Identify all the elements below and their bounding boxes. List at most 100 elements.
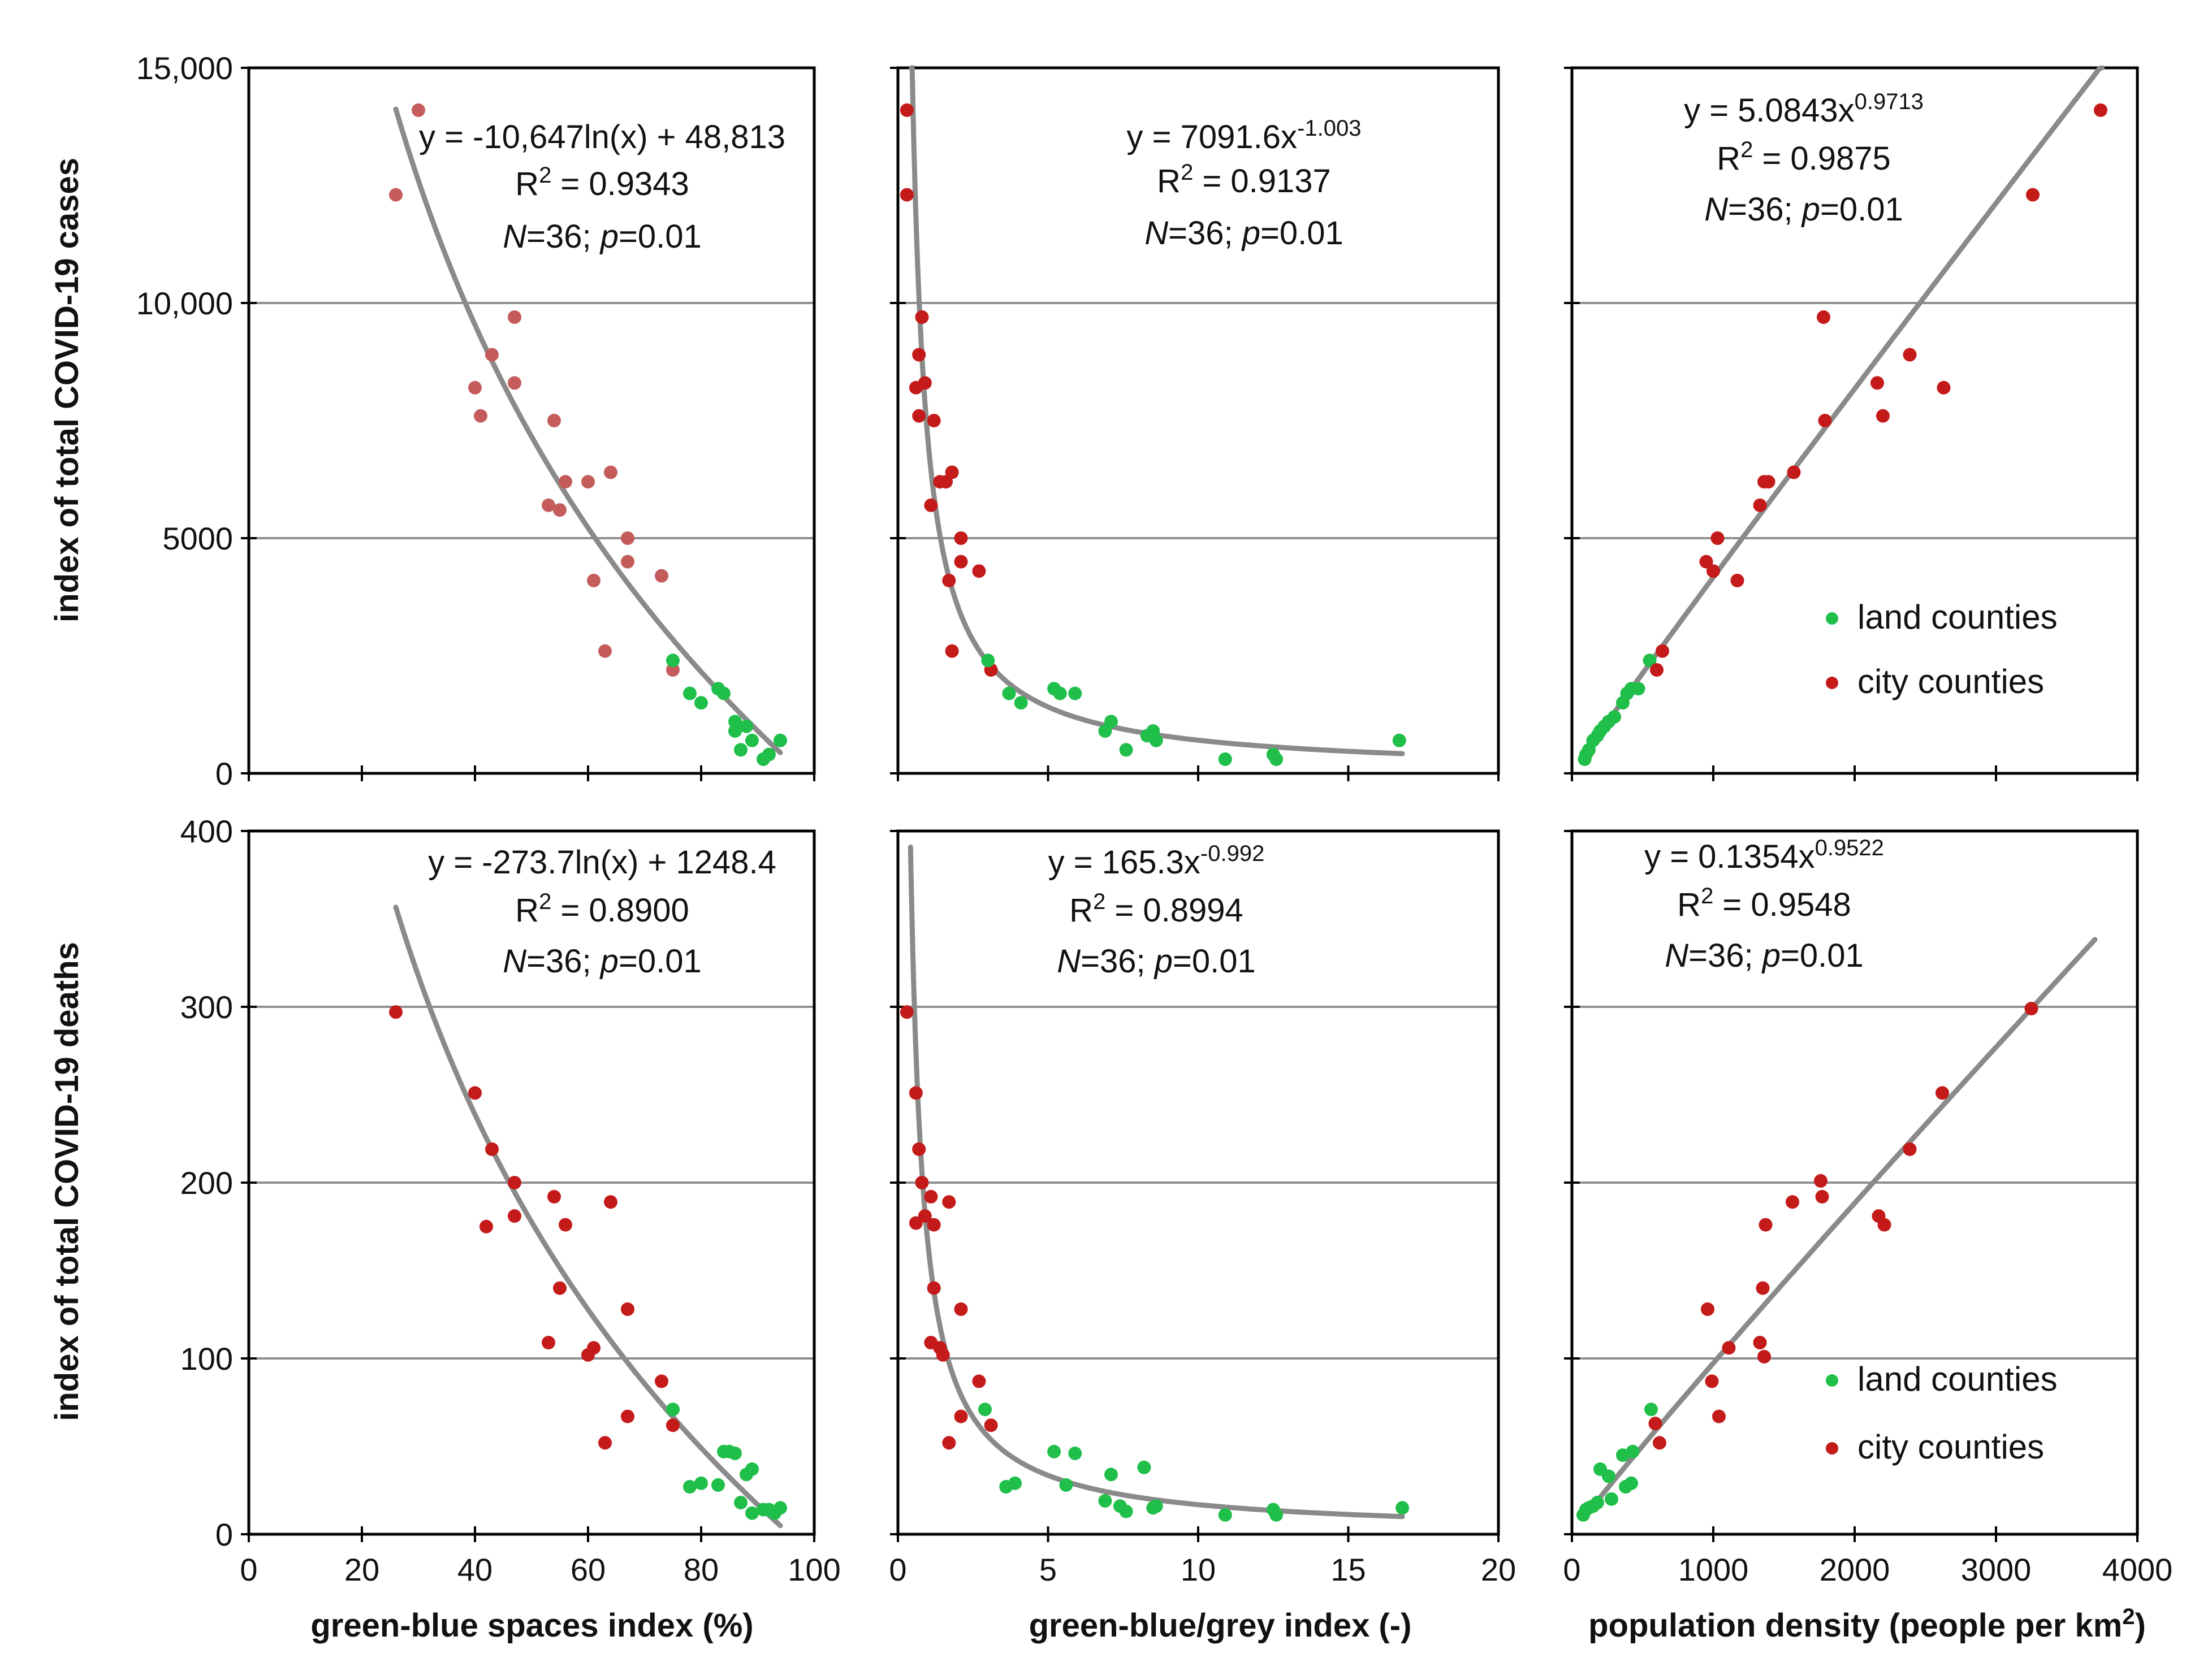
x-tick-label: 20 xyxy=(1481,1552,1516,1587)
land-county-point xyxy=(734,743,748,757)
land-county-point xyxy=(1002,686,1016,700)
r-squared: R2 = 0.9343 xyxy=(515,163,689,202)
city-county-point xyxy=(1730,573,1744,587)
legend-city-label: city counties xyxy=(1857,1428,2044,1466)
city-county-point xyxy=(1653,1436,1666,1450)
regression-equation: y = -10,647ln(x) + 48,813 xyxy=(419,119,785,155)
land-county-point xyxy=(694,1476,708,1490)
y-tick-label: 100 xyxy=(180,1341,233,1377)
city-county-point xyxy=(918,1209,932,1223)
city-county-point xyxy=(655,1374,668,1388)
land-county-point xyxy=(717,686,731,700)
land-county-point xyxy=(1119,743,1133,757)
city-county-point xyxy=(954,1302,968,1316)
panel-p01: y = 7091.6x-1.003 R2 = 0.9137 N=36; p=0.01 xyxy=(890,65,1500,781)
city-county-point xyxy=(559,475,572,489)
land-county-point xyxy=(1602,1469,1615,1483)
land-county-point xyxy=(1053,686,1067,700)
city-county-point xyxy=(553,503,567,517)
city-county-point xyxy=(2026,188,2040,202)
land-county-point xyxy=(1008,1476,1022,1490)
land-county-point xyxy=(1605,1492,1618,1506)
city-county-point xyxy=(1814,1174,1828,1188)
city-county-point xyxy=(389,188,403,202)
city-county-point xyxy=(900,103,914,117)
sample-stats: N=36; p=0.01 xyxy=(1057,943,1256,980)
city-county-point xyxy=(954,531,968,545)
panel-p10: 0 100 200 300 400 0 20 40 60 80 100 y = -273.7ln(x)… xyxy=(180,813,841,1587)
y-axis-label-deaths: index of total COVID-19 deaths xyxy=(49,942,85,1421)
city-county-point xyxy=(621,1302,634,1316)
city-county-point xyxy=(927,414,941,427)
land-county-point xyxy=(745,1506,759,1520)
land-county-point xyxy=(1149,1499,1163,1513)
panel-p12: 0 1000 2000 3000 4000 y = 0.1354x0.9522 R2 = 0… xyxy=(1563,829,2173,1587)
city-county-point xyxy=(942,573,956,587)
land-county-point xyxy=(1392,733,1406,747)
land-county-point xyxy=(666,653,680,668)
x-tick-label: 4000 xyxy=(2102,1552,2173,1587)
city-county-point xyxy=(1818,414,1832,427)
regression-equation: y = 7091.6x-1.003 xyxy=(1127,116,1362,155)
city-county-point xyxy=(927,1218,941,1232)
city-county-point xyxy=(1876,409,1890,423)
land-county-point xyxy=(1068,1446,1082,1460)
x-tick-label: 0 xyxy=(240,1552,257,1587)
legend: land counties city counties xyxy=(1826,598,2058,700)
city-county-point xyxy=(942,1195,956,1209)
land-county-point xyxy=(1149,733,1163,747)
land-county-point xyxy=(1047,1444,1061,1458)
city-county-point xyxy=(1650,663,1664,677)
city-county-point xyxy=(621,1409,634,1423)
city-county-point xyxy=(621,555,634,569)
land-county-point xyxy=(1631,682,1645,696)
land-county-point xyxy=(1014,696,1028,710)
legend-land-label: land counties xyxy=(1857,1360,2058,1398)
land-county-point xyxy=(762,747,776,761)
city-county-point xyxy=(927,1281,941,1295)
city-county-point xyxy=(909,1086,923,1100)
x-axis-label-population-density-sup: 2 xyxy=(2122,1604,2135,1629)
land-county-point xyxy=(1104,715,1118,729)
x-tick-label: 5 xyxy=(1039,1552,1057,1587)
land-county-point xyxy=(694,696,708,710)
city-county-point xyxy=(972,1374,986,1388)
city-county-point xyxy=(1712,1409,1726,1423)
city-county-point xyxy=(412,103,425,117)
land-county-point xyxy=(1059,1478,1073,1492)
r-squared: R2 = 0.8994 xyxy=(1069,889,1243,929)
legend: land counties city counties xyxy=(1826,1360,2058,1466)
legend-city-label: city counties xyxy=(1857,663,2044,700)
x-tick-label: 2000 xyxy=(1820,1552,1890,1587)
city-county-point xyxy=(604,1195,617,1209)
city-county-point xyxy=(587,573,600,587)
x-tick-label: 40 xyxy=(457,1552,492,1587)
panel-p02: y = 5.0843x0.9713 R2 = 0.9875 N=36; p=0.01… xyxy=(1564,65,2139,781)
sample-stats: N=36; p=0.01 xyxy=(503,943,702,980)
x-tick-label: 10 xyxy=(1181,1552,1216,1587)
city-county-point xyxy=(479,1219,493,1233)
city-county-point xyxy=(2094,103,2107,117)
y-tick-label: 400 xyxy=(180,813,233,849)
land-county-point xyxy=(1104,1468,1118,1482)
city-county-point xyxy=(1903,348,1917,362)
land-county-point xyxy=(1218,752,1232,766)
city-county-point xyxy=(900,1005,914,1019)
x-axis-label-green-blue-spaces: green-blue spaces index (%) xyxy=(310,1607,753,1644)
city-county-point xyxy=(1753,498,1767,512)
city-county-point xyxy=(547,1189,561,1204)
city-county-point xyxy=(915,310,929,324)
city-county-point xyxy=(598,1436,612,1450)
city-county-point xyxy=(936,1348,950,1362)
city-county-point xyxy=(468,1086,482,1100)
land-county-point xyxy=(1608,710,1621,724)
y-axis-label-cases: index of total COVID-19 cases xyxy=(49,158,85,622)
land-county-point xyxy=(1396,1501,1410,1515)
land-county-point xyxy=(1625,1476,1638,1490)
plot-frame xyxy=(247,66,816,775)
land-county-point xyxy=(1269,1508,1284,1522)
city-county-point xyxy=(2024,1002,2038,1016)
trend-line xyxy=(1580,937,2098,1522)
city-county-point xyxy=(900,188,914,202)
city-county-point xyxy=(1817,310,1830,324)
